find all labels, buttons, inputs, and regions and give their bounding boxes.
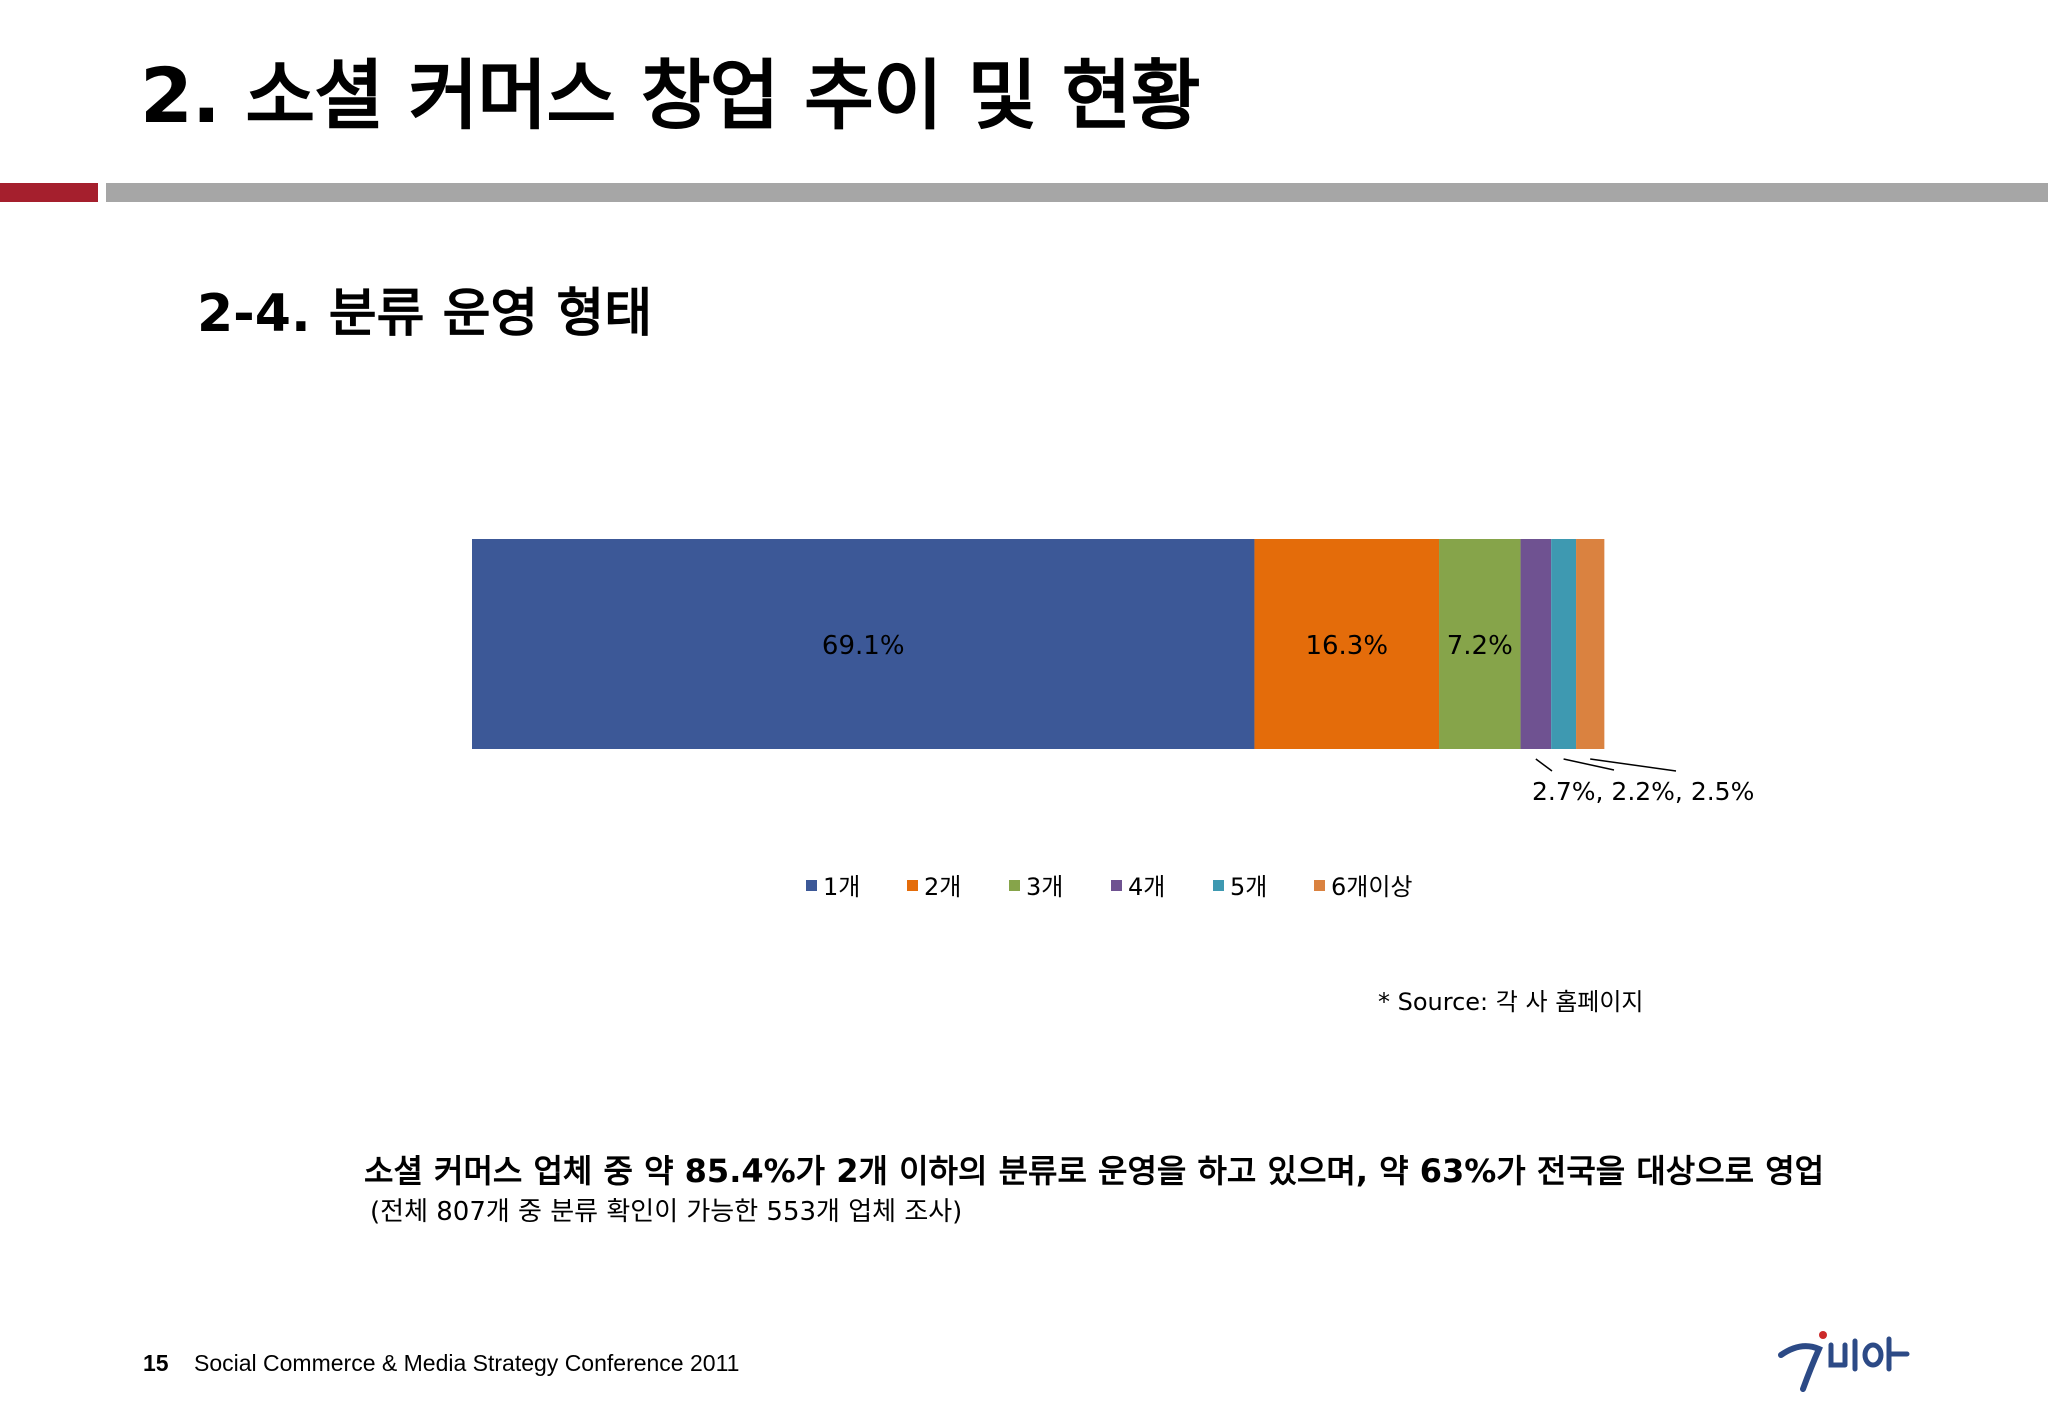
bar-segment-2 [1254,539,1440,749]
leader-line-2 [1563,758,1615,771]
legend-swatch-1 [806,880,817,891]
source-note: * Source: 각 사 홈페이지 [1378,988,1644,1016]
leader-line-1 [1535,758,1553,772]
footer-text: Social Commerce & Media Strategy Confere… [194,1350,740,1376]
legend-swatch-6 [1314,880,1325,891]
dabia-logo-icon [1778,1331,1910,1392]
legend-swatch-2 [907,880,918,891]
bar-segments [472,539,1605,749]
bar-segment-1 [472,539,1255,749]
section-subtitle: 2-4. 분류 운영 형태 [197,284,653,344]
survey-note: (전체 807개 중 분류 확인이 가능한 553개 업체 조사) [370,1197,963,1227]
chart-legend: 1개 2개 3개 4개 5개 6개이상 [806,873,1413,901]
legend-label-4: 4개 [1128,873,1165,901]
page-title: 2. 소셜 커머스 창업 추이 및 현황 [140,51,1201,140]
legend-swatch-5 [1213,880,1224,891]
legend-label-1: 1개 [823,873,860,901]
data-labels: 69.1% 16.3% 7.2% [822,631,1513,661]
legend-label-3: 3개 [1026,873,1063,901]
title-rule-accent [0,183,98,202]
bar-segment-3 [1439,539,1521,749]
summary-text: 소셜 커머스 업체 중 약 85.4%가 2개 이하의 분류로 운영을 하고 있… [364,1152,1825,1190]
bar-segment-4 [1520,539,1552,749]
data-label-1: 69.1% [822,631,905,661]
title-rule [106,183,2048,202]
legend-label-5: 5개 [1230,873,1267,901]
small-segment-callout: 2.7%, 2.2%, 2.5% [1532,758,1754,806]
legend-swatch-3 [1009,880,1020,891]
callout-label: 2.7%, 2.2%, 2.5% [1532,777,1754,806]
page-number: 15 [143,1350,169,1376]
bar-segment-5 [1551,539,1577,749]
bar-segment-6 [1576,539,1605,749]
legend-label-2: 2개 [924,873,961,901]
data-label-2: 16.3% [1305,631,1388,661]
legend-label-6: 6개이상 [1331,873,1413,901]
legend-swatch-4 [1111,880,1122,891]
leader-line-3 [1590,758,1677,772]
data-label-3: 7.2% [1447,631,1513,661]
